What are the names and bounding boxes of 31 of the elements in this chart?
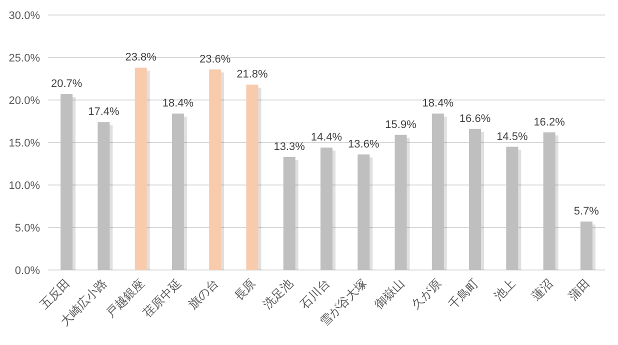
y-tick-label: 30.0%: [8, 10, 40, 22]
data-label: 20.7%: [50, 78, 82, 90]
x-tick-label: 池上: [491, 276, 518, 304]
data-label: 15.9%: [385, 118, 417, 131]
data-label: 17.4%: [88, 106, 120, 118]
data-label: 18.4%: [422, 98, 454, 110]
data-label: 14.4%: [310, 132, 342, 144]
y-tick-label: 0.0%: [14, 265, 40, 277]
data-label: 16.2%: [534, 116, 566, 128]
x-tick-label: 洗足池: [260, 276, 296, 312]
data-label: 21.8%: [236, 68, 268, 81]
x-tick-label: 久が原: [408, 276, 444, 312]
x-tick-label: 長原: [231, 276, 258, 304]
y-tick-label: 20.0%: [8, 95, 40, 107]
x-tick-label: 御嶽山: [372, 276, 407, 312]
y-tick-label: 15.0%: [8, 138, 40, 150]
data-label: 18.4%: [162, 98, 194, 110]
y-tick-label: 5.0%: [14, 222, 40, 234]
x-tick-label: 蒲田: [566, 276, 593, 304]
data-label: 13.3%: [274, 140, 306, 153]
data-label: 5.7%: [574, 206, 600, 218]
x-tick-label: 蓮沼: [528, 276, 556, 304]
data-label: 14.5%: [496, 130, 528, 143]
data-label: 23.8%: [125, 52, 157, 64]
y-tick-label: 10.0%: [8, 180, 40, 192]
x-tick-label: 旗の台: [186, 276, 222, 312]
data-label: 16.6%: [459, 112, 491, 125]
data-label: 13.6%: [348, 138, 380, 150]
data-label: 23.6%: [200, 53, 231, 66]
y-tick-label: 25.0%: [8, 52, 40, 64]
x-tick-label: 千鳥町: [446, 276, 482, 312]
